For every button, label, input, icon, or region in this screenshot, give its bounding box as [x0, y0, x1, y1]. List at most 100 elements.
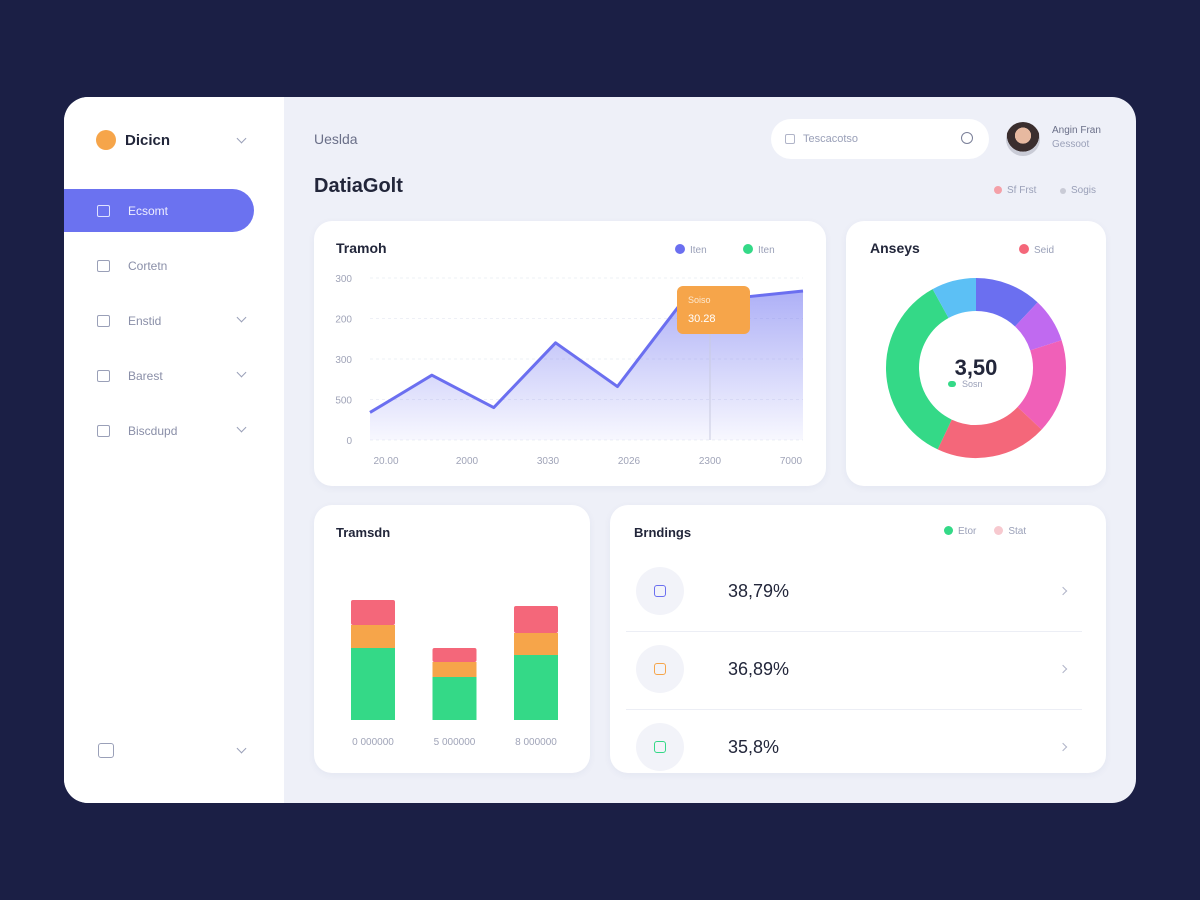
legend-item: Etor — [944, 526, 976, 537]
donut-segment — [1014, 302, 1062, 352]
legend-dot — [944, 526, 953, 535]
chart-title: Anseys — [870, 240, 920, 256]
donut-segment — [1017, 340, 1066, 430]
legend-item: Stat — [994, 526, 1026, 537]
list-row[interactable]: 36,89% — [610, 645, 1106, 695]
bar-chart: Tramsdn 0 000000 5 000000 8 000000 — [336, 525, 558, 748]
donut-center-label: Sosn — [962, 379, 983, 389]
bar-segment — [351, 600, 395, 625]
donut-segment — [886, 289, 953, 450]
nav-item[interactable]: Biscdupd — [64, 409, 254, 452]
tooltip-value: 30.28 — [688, 313, 716, 325]
chevron — [236, 422, 247, 433]
nav-label: Barest — [128, 368, 163, 383]
list-row[interactable]: 35,8% — [610, 723, 1106, 773]
divider — [626, 631, 1082, 632]
x-axis-label: 3030 — [537, 456, 560, 467]
legend-label: Iten — [690, 245, 707, 256]
x-axis-label: 2026 — [618, 456, 641, 467]
tooltip-label: Soiso — [688, 295, 711, 305]
chevron[interactable] — [236, 743, 247, 754]
nav-icon — [97, 424, 110, 437]
y-axis-label: 300 — [335, 355, 352, 366]
donut-segment — [937, 406, 1042, 458]
row-icon-glyph — [654, 663, 666, 675]
action-label: Sogis — [1071, 185, 1097, 196]
action[interactable]: Sogis — [1060, 185, 1096, 196]
y-axis-label: 500 — [335, 396, 352, 407]
settings-icon[interactable] — [98, 743, 114, 758]
row-icon-glyph — [654, 741, 666, 753]
page-title: DatiaGolt — [314, 175, 403, 197]
chart-title: Tramsdn — [336, 525, 390, 540]
chevron — [236, 133, 247, 144]
row-icon — [636, 567, 684, 615]
row-icon — [636, 723, 684, 771]
bar-segment — [351, 648, 395, 720]
x-axis-label: 7000 — [780, 456, 803, 467]
row-value: 38,79% — [728, 581, 790, 601]
nav-item[interactable]: Enstid — [64, 299, 254, 342]
legend-dot — [675, 244, 685, 254]
nav-icon — [97, 369, 110, 382]
x-axis-label: 5 000000 — [434, 737, 476, 748]
brand-logo — [96, 130, 116, 150]
bar-segment — [432, 677, 477, 720]
nav-icon — [97, 314, 110, 327]
chevron — [236, 312, 247, 323]
y-axis-label: 300 — [335, 274, 352, 285]
legend-label: Seid — [1034, 245, 1054, 256]
breadcrumb: Ueslda — [314, 131, 358, 147]
sidebar: Dicicn Ecsomt Cortetn Enstid Barest Biscdupd — [64, 97, 284, 803]
row-chevron — [1058, 586, 1068, 596]
line-card: Tramoh Iten Iten 300 200 300 500 0 20.00 2000 3030… — [314, 221, 826, 486]
donut-center-value: 3,50 — [955, 355, 998, 380]
row-value: 36,89% — [728, 659, 790, 679]
brand-name: Dicicn — [125, 132, 171, 149]
bar-segment — [514, 606, 558, 633]
search-icon[interactable] — [961, 132, 973, 144]
list-title: Brndings — [634, 525, 692, 540]
legend-label: Etor — [958, 526, 977, 537]
nav-item[interactable]: Barest — [64, 354, 254, 397]
y-axis-label: 0 — [346, 436, 352, 447]
divider — [626, 709, 1082, 710]
bar-segment — [351, 625, 395, 648]
bar-segment — [514, 655, 558, 720]
bar-segment — [514, 633, 558, 655]
tooltip — [677, 286, 750, 334]
legend-label: Stat — [1008, 526, 1027, 537]
x-axis-label: 0 000000 — [352, 737, 394, 748]
action-dot — [1060, 188, 1066, 194]
nav-label: Ecsomt — [128, 203, 169, 218]
user-avatar[interactable] — [1006, 122, 1040, 156]
list-card: Brndings Etor Stat 38,79% 36,89% 35,8% — [610, 505, 1106, 773]
x-axis-label: 20.00 — [373, 456, 398, 467]
nav-item[interactable]: Cortetn — [64, 244, 254, 287]
donut-segment — [975, 278, 1038, 327]
search-box[interactable]: Tescacotso — [771, 119, 989, 159]
filter-label: Sf Frst — [1007, 185, 1037, 196]
nav-item[interactable]: Ecsomt — [64, 189, 254, 232]
nav-icon — [97, 204, 110, 217]
search-prefix-icon — [785, 134, 795, 144]
x-axis-label: 2000 — [456, 456, 479, 467]
nav-label: Cortetn — [128, 258, 168, 273]
bar-segment — [432, 648, 477, 662]
donut-card: Anseys Seid 3,50 Sosn — [846, 221, 1106, 486]
search-placeholder: Tescacotso — [803, 133, 859, 145]
legend-dot — [743, 244, 753, 254]
row-value: 35,8% — [728, 737, 780, 757]
row-chevron — [1058, 742, 1068, 752]
bar-segment — [432, 662, 477, 677]
x-axis-label: 2300 — [699, 456, 722, 467]
donut-segment — [932, 278, 977, 319]
filter[interactable]: Sf Frst — [994, 185, 1036, 196]
list-row[interactable]: 38,79% — [610, 567, 1106, 617]
row-icon — [636, 645, 684, 693]
legend-dot — [994, 526, 1004, 535]
row-icon-glyph — [654, 585, 666, 597]
filter-dot — [994, 186, 1002, 194]
nav-label: Biscdupd — [128, 423, 178, 438]
